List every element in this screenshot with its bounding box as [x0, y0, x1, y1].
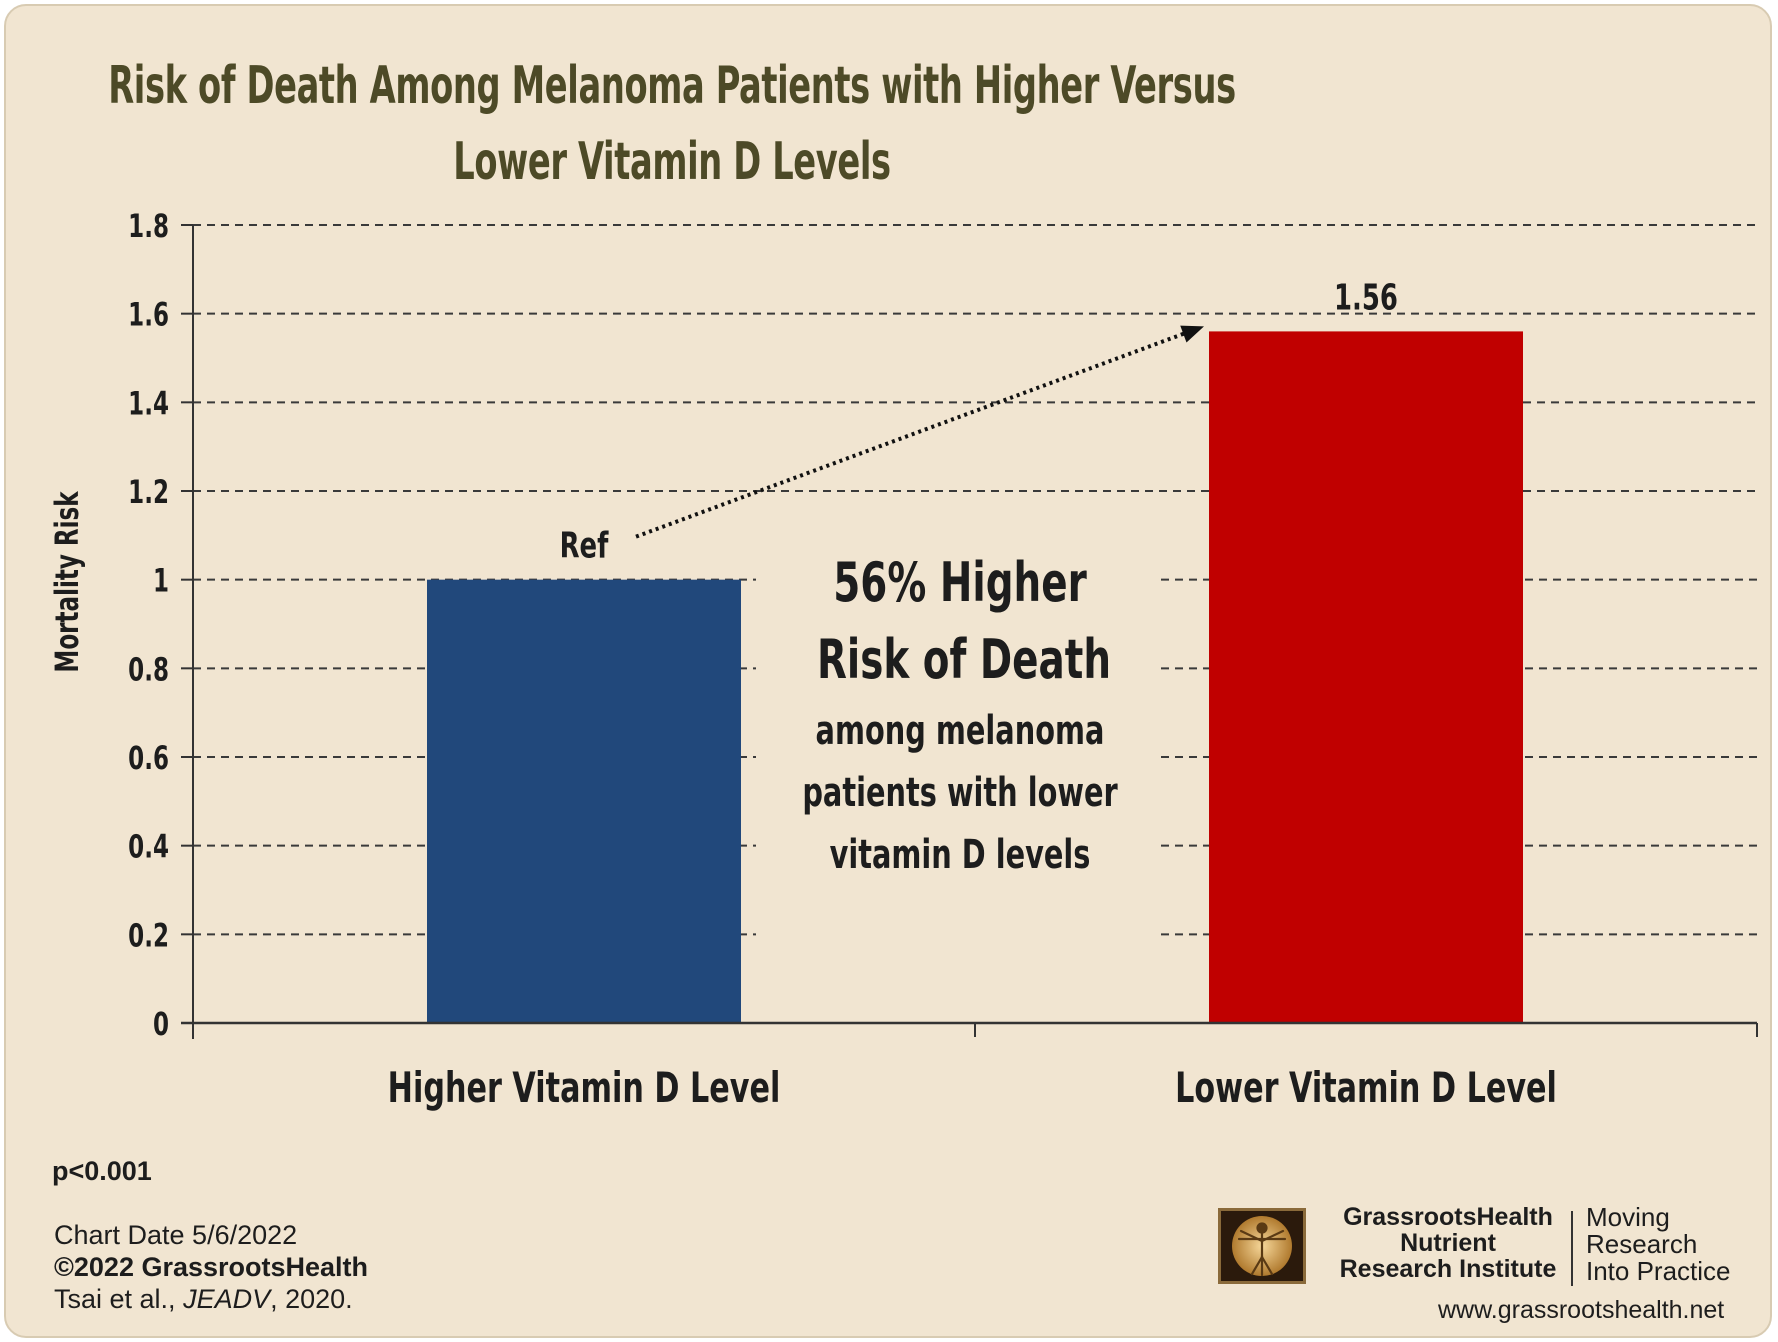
chart-credits: Chart Date 5/6/2022 ©2022 GrassrootsHeal… — [54, 1219, 368, 1315]
tagline-line1: Moving — [1586, 1202, 1670, 1232]
axes — [181, 224, 1758, 1039]
tagline-line2: Research — [1586, 1229, 1698, 1259]
citation-journal: JEADV — [183, 1284, 271, 1314]
data-labels: Ref 1.56 — [560, 277, 1398, 567]
org-line3: Research Institute — [1339, 1255, 1557, 1283]
trend-arrow — [635, 325, 1204, 539]
chart-title-line1: Risk of Death Among Melanoma Patients wi… — [108, 56, 1236, 116]
y-tick-label: 1.8 — [128, 207, 169, 245]
copyright: ©2022 GrassrootsHealth — [54, 1252, 369, 1282]
y-tick-label: 0.6 — [128, 739, 169, 777]
x-tick-labels: Higher Vitamin D Level Lower Vitamin D Le… — [388, 1063, 1557, 1112]
y-tick-label: 1.2 — [128, 473, 169, 511]
y-tick-label: 0.2 — [128, 916, 169, 954]
annotation-body3: vitamin D levels — [830, 832, 1091, 878]
citation: Tsai et al., JEADV, 2020. — [54, 1283, 368, 1315]
chart-title: Risk of Death Among Melanoma Patients wi… — [6, 48, 1338, 200]
chart-card: Risk of Death Among Melanoma Patients wi… — [4, 4, 1772, 1338]
bars — [427, 331, 1523, 1023]
chart-date: Chart Date 5/6/2022 — [54, 1220, 298, 1250]
org-line2: Nutrient — [1400, 1229, 1496, 1257]
annotation-body1: among melanoma — [816, 708, 1105, 754]
annotation-box: 56% Higher Risk of Death among melanoma … — [802, 552, 1118, 879]
y-tick-label: 0 — [153, 1005, 169, 1043]
bar-chart: 0 0.2 0.4 0.6 0.8 1 1.2 1.4 1.6 1.8 Higher Vitami… — [48, 207, 1758, 1112]
x-tick-label-1: Higher Vitamin D Level — [388, 1063, 781, 1112]
y-tick-label: 1.4 — [128, 384, 169, 422]
bar-2 — [1209, 331, 1523, 1023]
tagline: Moving Research Into Practice — [1586, 1204, 1731, 1285]
y-tick-label: 1 — [153, 562, 169, 600]
org-line1: GrassrootsHealth — [1343, 1203, 1553, 1231]
data-label-2: 1.56 — [1334, 277, 1398, 318]
citation-year: , 2020. — [270, 1284, 353, 1314]
y-tick-label: 1.6 — [128, 296, 169, 334]
tagline-line3: Into Practice — [1586, 1256, 1731, 1286]
org-name: GrassrootsHealth Nutrient Research Insti… — [1318, 1204, 1578, 1282]
arrow-head — [1180, 325, 1204, 343]
annotation-body2: patients with lower — [802, 770, 1118, 816]
annotation-headline1: 56% Higher — [833, 552, 1087, 615]
data-label-1: Ref — [560, 526, 609, 567]
chart-title-line2: Lower Vitamin D Levels — [453, 132, 891, 192]
arrow-shaft — [635, 329, 1191, 539]
y-tick-label: 0.4 — [128, 828, 169, 866]
bar-1 — [427, 579, 741, 1023]
x-tick-label-2: Lower Vitamin D Level — [1175, 1063, 1557, 1112]
y-tick-labels: 0 0.2 0.4 0.6 0.8 1 1.2 1.4 1.6 1.8 — [128, 207, 169, 1043]
website-link[interactable]: www.grassrootshealth.net — [1438, 1296, 1725, 1324]
logo-divider — [1571, 1211, 1573, 1286]
vitruvian-logo-icon — [1218, 1208, 1306, 1284]
annotation-headline2: Risk of Death — [817, 629, 1111, 692]
y-axis-label: Mortality Risk — [48, 490, 86, 672]
p-value: p<0.001 — [52, 1156, 152, 1186]
citation-authors: Tsai et al., — [54, 1284, 184, 1314]
y-tick-label: 0.8 — [128, 650, 169, 688]
